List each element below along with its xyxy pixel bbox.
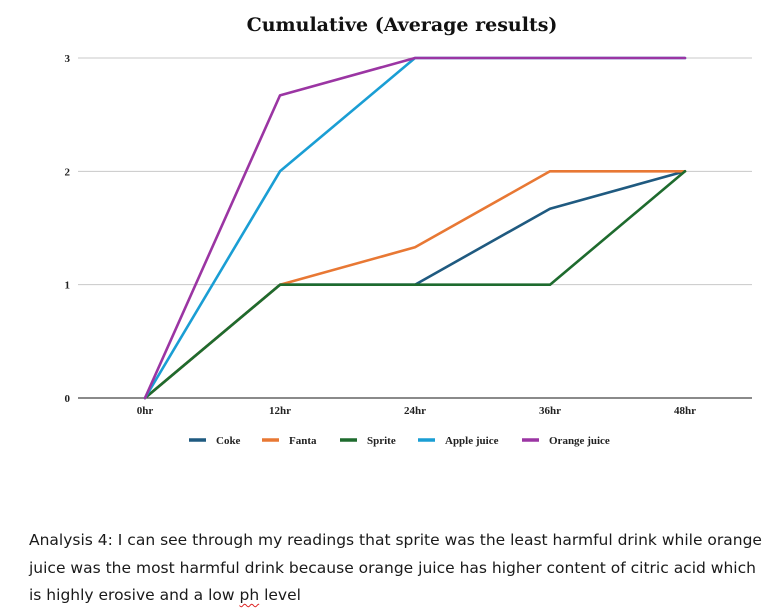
chart-legend: Coke Fanta Sprite Apple juice Orange juice xyxy=(189,435,610,447)
legend-label: Sprite xyxy=(367,435,396,447)
line-chart: Cumulative (Average results) 0 1 2 3 0hr 12hr… xyxy=(65,14,752,447)
legend-label: Apple juice xyxy=(445,435,499,447)
analysis-text: Analysis 4: I can see through my reading… xyxy=(29,531,762,604)
y-tick-label: 1 xyxy=(65,280,71,292)
series-line-orange-juice xyxy=(143,56,687,400)
analysis-text-end: level xyxy=(259,586,301,604)
chart-axes: 0 1 2 3 0hr 12hr 24hr 36hr 48hr xyxy=(65,53,752,417)
x-tick-label: 36hr xyxy=(539,405,561,417)
x-tick-label: 12hr xyxy=(269,405,291,417)
series-line-sprite xyxy=(143,170,687,400)
legend-label: Orange juice xyxy=(549,435,610,447)
y-tick-label: 0 xyxy=(65,393,71,405)
x-tick-label: 0hr xyxy=(137,405,154,417)
legend-label: Fanta xyxy=(289,435,317,447)
y-tick-label: 2 xyxy=(65,166,71,178)
legend-label: Coke xyxy=(216,435,241,447)
chart-title: Cumulative (Average results) xyxy=(247,14,558,36)
y-tick-label: 3 xyxy=(65,53,71,65)
legend-item-orange-juice: Orange juice xyxy=(522,435,610,447)
x-tick-label: 48hr xyxy=(674,405,696,417)
analysis-paragraph: Analysis 4: I can see through my reading… xyxy=(29,527,764,610)
series-line-apple-juice xyxy=(143,56,687,400)
legend-item-fanta: Fanta xyxy=(262,435,317,447)
legend-item-sprite: Sprite xyxy=(340,435,396,447)
legend-item-coke: Coke xyxy=(189,435,241,447)
spellcheck-flagged-word: ph xyxy=(239,586,260,604)
x-tick-label: 24hr xyxy=(404,405,426,417)
legend-item-apple-juice: Apple juice xyxy=(418,435,499,447)
chart-series xyxy=(143,56,687,400)
